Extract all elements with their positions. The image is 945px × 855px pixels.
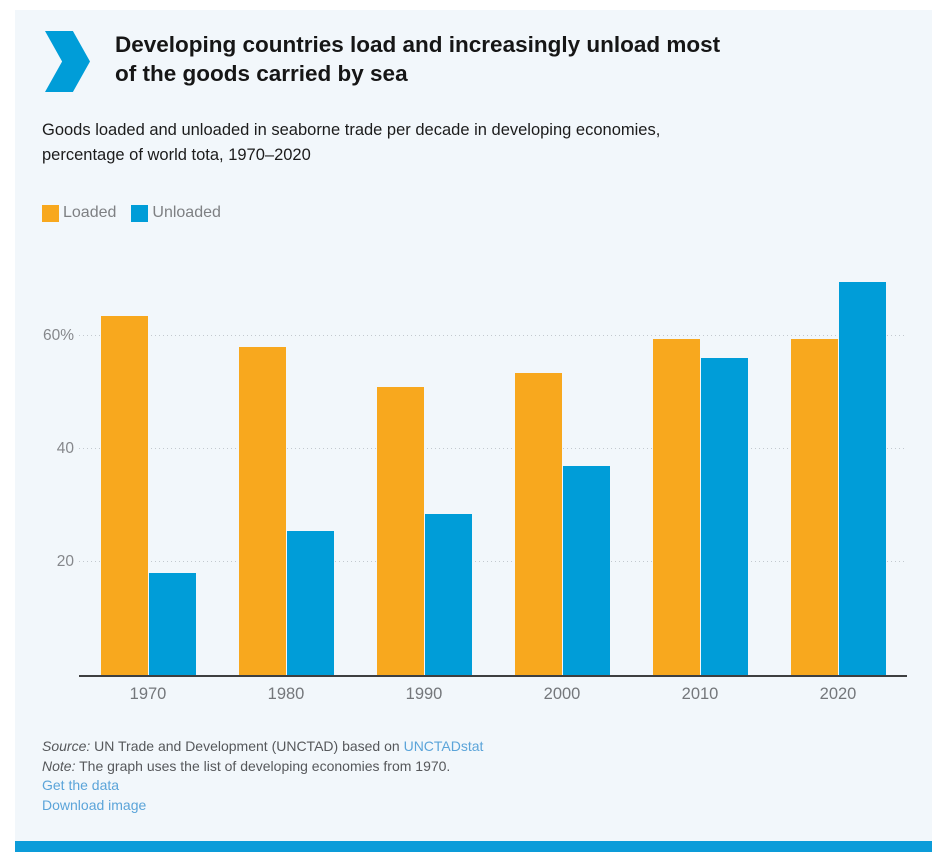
x-tick-label-1970: 1970: [129, 685, 167, 703]
bar-loaded-1980: [238, 347, 286, 675]
bar-loaded-1970: [100, 316, 148, 675]
title-line-1: Developing countries load and increasing…: [115, 32, 721, 57]
bar-group-1970: [79, 270, 217, 675]
bar-unloaded-1980: [286, 530, 334, 675]
gridlines-layer: 20 40 60%: [43, 270, 907, 675]
bar-unloaded-1970: [148, 573, 196, 675]
unctadstat-link[interactable]: UNCTADstat: [403, 738, 484, 754]
x-tick-label-2020: 2020: [819, 685, 857, 703]
get-data-line: Get the data: [42, 776, 483, 796]
source-text: UN Trade and Development (UNCTAD) based …: [90, 738, 404, 754]
x-tick-label-1980: 1980: [267, 685, 305, 703]
bar-group-2000: [493, 270, 631, 675]
note-label: Note:: [42, 757, 76, 774]
y-tick-label-60: 60%: [42, 326, 74, 344]
chart-subtitle: Goods loaded and unloaded in seaborne tr…: [42, 118, 882, 168]
legend-label-loaded: Loaded: [63, 204, 117, 221]
legend-item-loaded[interactable]: Loaded: [42, 204, 116, 222]
plot-area: 20 40 60%: [43, 270, 907, 677]
legend: Loaded Unloaded: [42, 204, 221, 222]
x-tick-label-2010: 2010: [681, 685, 719, 703]
footer: Source: UN Trade and Development (UNCTAD…: [42, 737, 483, 815]
bar-unloaded-2010: [700, 358, 748, 675]
legend-item-unloaded[interactable]: Unloaded: [131, 204, 221, 222]
page-title: Developing countries load and increasing…: [115, 30, 905, 88]
bars-layer: [79, 270, 907, 675]
note-line: Note: The graph uses the list of develop…: [42, 757, 483, 777]
bottom-accent-bar: [15, 841, 932, 852]
bar-unloaded-1990: [424, 513, 472, 675]
gridline-20: [79, 560, 907, 562]
chevron-right-icon: [45, 31, 90, 92]
bar-group-2010: [631, 270, 769, 675]
y-tick-label-20: 20: [56, 552, 74, 570]
bar-loaded-2020: [790, 338, 838, 675]
x-tick-label-1990: 1990: [405, 685, 443, 703]
bar-loaded-2010: [652, 338, 700, 675]
title-line-2: of the goods carried by sea: [115, 61, 408, 86]
bar-loaded-1990: [376, 386, 424, 675]
bar-unloaded-2020: [838, 282, 886, 675]
chart-card: Developing countries load and increasing…: [15, 10, 932, 852]
gridline-40: [79, 447, 907, 449]
download-line: Download image: [42, 796, 483, 816]
bar-unloaded-2000: [562, 465, 610, 675]
subtitle-line-1: Goods loaded and unloaded in seaborne tr…: [42, 121, 661, 139]
get-the-data-link[interactable]: Get the data: [42, 777, 120, 793]
legend-swatch-loaded: [42, 204, 59, 222]
source-label: Source:: [42, 738, 91, 754]
y-tick-label-40: 40: [56, 439, 74, 457]
gridline-60: [79, 334, 907, 336]
x-axis-labels: 1970 1980 1990 2000 2010 2020: [79, 685, 907, 704]
bar-group-2020: [769, 270, 907, 675]
subtitle-line-2: percentage of world tota, 1970–2020: [42, 146, 311, 164]
legend-swatch-unloaded: [131, 204, 149, 222]
x-tick-label-2000: 2000: [543, 685, 581, 703]
download-image-link[interactable]: Download image: [42, 796, 147, 813]
bar-group-1990: [355, 270, 493, 675]
bar-group-1980: [217, 270, 355, 675]
note-text: The graph uses the list of developing ec…: [75, 757, 451, 774]
bar-loaded-2000: [514, 372, 562, 675]
source-line: Source: UN Trade and Development (UNCTAD…: [42, 737, 483, 757]
legend-label-unloaded: Unloaded: [152, 204, 221, 221]
